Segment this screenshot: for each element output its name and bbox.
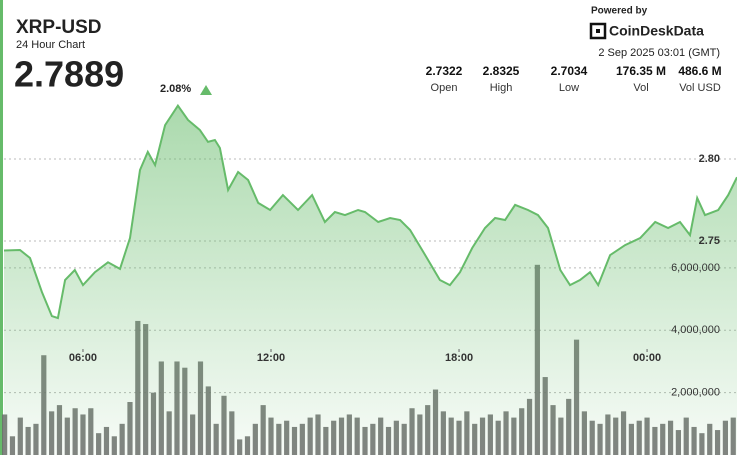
stat-value: 2.7322	[426, 64, 463, 78]
y2-tick-label: 2,000,000	[671, 387, 720, 399]
stat-label: High	[490, 82, 513, 94]
price-area	[4, 105, 737, 455]
stat-value: 486.6 M	[678, 64, 721, 78]
price-line	[3, 103, 737, 320]
y2-tick-label: 4,000,000	[671, 324, 720, 336]
stat-label: Vol USD	[679, 82, 721, 94]
y-tick-label: 2.75	[699, 235, 720, 247]
stat-value: 176.35 M	[616, 64, 666, 78]
left-accent	[0, 0, 3, 455]
brand-logo	[589, 22, 607, 40]
stat-value: 2.8325	[483, 64, 520, 78]
chart-subtitle: 24 Hour Chart	[16, 39, 85, 51]
change-percent: 2.08%	[160, 83, 191, 95]
stat-label: Open	[431, 82, 458, 94]
stat-value: 2.7034	[551, 64, 588, 78]
powered-by: Powered by	[591, 6, 648, 17]
y-tick-label: 2.80	[699, 153, 720, 165]
timestamp: 2 Sep 2025 03:01 (GMT)	[598, 47, 720, 59]
x-tick-label: 12:00	[257, 352, 285, 364]
stat-label: Vol	[633, 82, 648, 94]
x-tick-label: 18:00	[445, 352, 473, 364]
x-tick-label: 00:00	[633, 352, 661, 364]
y2-tick-label: 6,000,000	[671, 262, 720, 274]
stats: 2.7322 Open 2.8325 High 2.7034 Low 176.35 M Vol…	[426, 64, 722, 94]
current-price: 2.7889	[14, 54, 124, 95]
brand-name: CoinDeskData	[609, 23, 704, 39]
stat-label: Low	[559, 82, 579, 94]
up-arrow	[200, 85, 212, 95]
chart-title: XRP-USD	[16, 17, 102, 38]
plot-area: 2,000,000 4,000,000 6,000,000 2.75 2.80 06:00…	[2, 103, 737, 455]
x-tick-label: 06:00	[69, 352, 97, 364]
